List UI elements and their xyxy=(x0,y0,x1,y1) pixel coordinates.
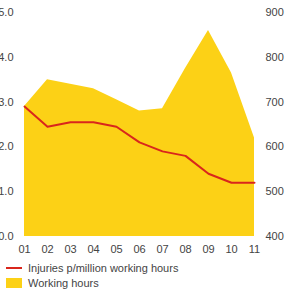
svg-text:07: 07 xyxy=(156,243,168,255)
svg-text:600: 600 xyxy=(266,140,284,152)
html-text:Injuries p/million working hou: Injuries p/million working hours xyxy=(28,261,179,274)
svg-text:500: 500 xyxy=(266,185,284,197)
svg-text:08: 08 xyxy=(179,243,191,255)
svg-text:400: 400 xyxy=(266,230,284,242)
svg-text:01: 01 xyxy=(18,243,30,255)
svg-text:05: 05 xyxy=(110,243,122,255)
svg-text:900: 900 xyxy=(266,6,284,18)
svg-text:2.0: 2.0 xyxy=(0,140,14,152)
svg-text:10: 10 xyxy=(225,243,237,255)
svg-text:700: 700 xyxy=(266,96,284,108)
html-text:Working hours: Working hours xyxy=(28,276,99,289)
svg-text:11: 11 xyxy=(249,243,260,255)
svg-text:3.0: 3.0 xyxy=(0,96,14,108)
svg-text:04: 04 xyxy=(87,243,99,255)
svg-text:02: 02 xyxy=(41,243,53,255)
svg-text:1.0: 1.0 xyxy=(0,185,14,197)
svg-text:09: 09 xyxy=(202,243,214,255)
svg-text:0.0: 0.0 xyxy=(0,230,14,242)
svg-text:5.0: 5.0 xyxy=(0,6,14,18)
svg-text:06: 06 xyxy=(133,243,145,255)
svg-text:800: 800 xyxy=(266,51,284,63)
svg-text:03: 03 xyxy=(64,243,76,255)
svg-text:4.0: 4.0 xyxy=(0,51,14,63)
